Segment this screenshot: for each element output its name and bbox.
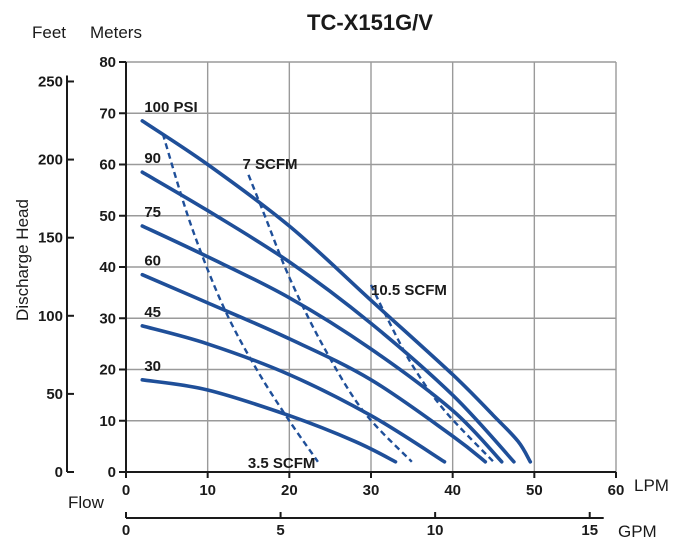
y-tick-label: 60 bbox=[99, 157, 116, 174]
scfm-line bbox=[369, 284, 495, 463]
feet-unit-label: Feet bbox=[32, 23, 66, 42]
x-axis-label: Flow bbox=[68, 493, 105, 512]
scfm-line bbox=[247, 174, 413, 463]
y-tick-label: 30 bbox=[99, 310, 116, 327]
x-tick-label: 60 bbox=[608, 482, 625, 499]
gpm-unit-label: GPM bbox=[618, 522, 657, 541]
feet-tick-label: 50 bbox=[46, 386, 63, 403]
scfm-label: 10.5 SCFM bbox=[371, 282, 447, 299]
grid bbox=[126, 61, 617, 472]
series-label: 90 bbox=[144, 150, 161, 167]
series-line bbox=[140, 119, 533, 464]
x-tick-label: 20 bbox=[281, 482, 298, 499]
x-tick-label: 50 bbox=[526, 482, 543, 499]
meters-unit-label: Meters bbox=[90, 23, 142, 42]
gpm-tick-label: 5 bbox=[276, 522, 284, 539]
series-line bbox=[140, 170, 516, 464]
scfm-line bbox=[161, 133, 319, 463]
y-tick-label: 0 bbox=[108, 464, 116, 481]
lpm-unit-label: LPM bbox=[634, 476, 669, 495]
feet-tick-label: 150 bbox=[38, 230, 63, 247]
scfm-label: 7 SCFM bbox=[243, 156, 298, 173]
series-label: 100 PSI bbox=[144, 99, 197, 116]
series-label: 45 bbox=[144, 304, 161, 321]
feet-tick-label: 200 bbox=[38, 152, 63, 169]
x-tick-label: 0 bbox=[122, 482, 130, 499]
y-tick-label: 10 bbox=[99, 413, 116, 430]
series-line bbox=[140, 224, 504, 464]
y-tick-label: 80 bbox=[99, 54, 116, 71]
x-tick-label: 40 bbox=[444, 482, 461, 499]
pressure-curves bbox=[140, 119, 533, 464]
x-tick-label: 10 bbox=[199, 482, 216, 499]
chart-title: TC-X151G/V bbox=[307, 10, 433, 35]
series-line bbox=[140, 324, 447, 464]
x-tick-label: 30 bbox=[363, 482, 380, 499]
y-tick-label: 20 bbox=[99, 362, 116, 379]
y-tick-label: 70 bbox=[99, 105, 116, 122]
y-axis-label: Discharge Head bbox=[13, 199, 32, 321]
gpm-tick-label: 10 bbox=[427, 522, 444, 539]
feet-tick-label: 100 bbox=[38, 308, 63, 325]
scfm-label: 3.5 SCFM bbox=[248, 455, 316, 472]
y-tick-label: 40 bbox=[99, 259, 116, 276]
feet-tick-label: 0 bbox=[55, 464, 63, 481]
curve-labels: 3.5 SCFM 7 SCFM 10.5 SCFM 30 45 60 75 90 100 PSI bbox=[144, 99, 447, 472]
series-line bbox=[140, 272, 488, 464]
series-label: 75 bbox=[144, 204, 161, 221]
gpm-tick-label: 15 bbox=[581, 522, 598, 539]
feet-tick-label: 250 bbox=[38, 73, 63, 90]
series-line bbox=[140, 378, 398, 464]
series-label: 30 bbox=[144, 358, 161, 375]
series-label: 60 bbox=[144, 253, 161, 270]
scfm-lines bbox=[161, 133, 495, 463]
y-tick-label: 50 bbox=[99, 208, 116, 225]
gpm-tick-label: 0 bbox=[122, 522, 130, 539]
